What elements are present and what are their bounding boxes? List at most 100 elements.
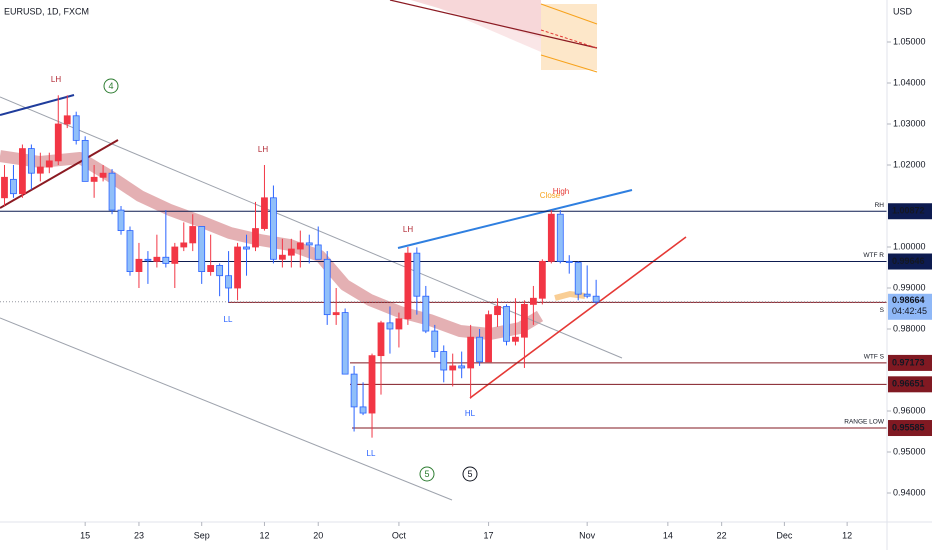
candle-body [386,322,394,330]
candle-body [404,252,412,320]
price-box [888,354,932,371]
price-box [888,203,932,220]
support-name: S [880,307,885,314]
x-tick-label: 15 [80,530,90,540]
candle-body [368,355,376,414]
y-tick-label: 1.00000 [893,241,926,251]
axes: 1.05000 1.04000 1.03000 1.02000 1.00000 0.990… [80,36,932,540]
candle-body [10,178,17,195]
channel-mid [389,0,598,49]
candle-body [314,244,322,260]
levels: RH WTF R WTF S RANGE LOW S [0,202,887,429]
candle-body [45,160,53,168]
trend-line [0,94,75,116]
candle-body [144,258,152,261]
candle-body [449,365,457,371]
last-price-box [888,293,932,320]
annotation: LH [51,75,61,84]
candle-body [529,297,537,305]
level-name: WTF S [864,354,885,361]
candle-body [234,246,241,289]
candle-body [72,115,80,141]
candle-body [54,123,62,162]
candle-body [574,262,582,295]
candle-body [243,246,250,250]
x-tick-label: 22 [717,530,727,540]
candle-body [503,306,510,342]
candle-body [63,115,71,125]
candle-body [126,230,134,272]
candle-body [180,242,188,248]
candle-body [422,295,430,332]
candle-body [458,365,466,369]
wave-circle [419,466,435,482]
trend-line [0,96,623,359]
price-box [888,420,932,437]
ema-ribbon [554,290,586,301]
channel-edge [540,3,598,25]
candle-body [440,351,448,371]
y-tick-label: 1.04000 [893,77,926,87]
wave-circle [462,466,478,482]
trend-line [0,139,119,209]
last-price-label: 0.98664 [892,295,925,305]
price-box [888,253,932,270]
y-tick-label: 0.98000 [893,323,926,333]
annotation: HL [465,409,476,418]
annotation: LL [224,315,233,324]
y-tick-label: 1.03000 [893,118,926,128]
level-name: RH [875,202,885,209]
candle-body [485,314,492,363]
wave-label: 4 [108,81,113,91]
candle-body [538,260,546,299]
x-tick-label: 17 [484,530,494,540]
candle-body [81,139,89,182]
channel-edge [540,54,598,73]
wave-label: 5 [424,469,429,479]
y-tick-label: 0.99000 [893,282,926,292]
candle-body [476,336,483,363]
candle-body [225,275,232,289]
y-tick-label: 0.96000 [893,405,926,415]
candle-body [153,256,161,262]
channel-fill [420,0,541,52]
candle-body [512,336,519,342]
x-tick-label: Oct [392,530,407,540]
candle-body [207,265,215,272]
candle-body [162,256,170,264]
wave-circle [103,78,119,94]
candle-body [323,258,331,316]
candle-body [359,406,367,414]
candle-body [261,197,268,229]
x-tick-label: 20 [313,530,323,540]
candle-body [27,148,35,174]
candle-body [305,242,313,246]
candle-body [413,252,421,297]
y-tick-label: 0.94000 [893,487,926,497]
candle-body [395,318,403,330]
x-tick-label: 23 [134,530,144,540]
candle-body [332,312,340,316]
trend-line [397,189,633,249]
price-box-label: 0.97173 [892,357,925,367]
annotation: LH [403,225,413,234]
candle-body [583,293,591,297]
candle-body [287,248,295,256]
trend-line [0,317,453,501]
candle-body [90,176,98,182]
candle-body [1,176,8,199]
level-name: RANGE LOW [844,419,885,426]
candle-body [467,336,475,369]
candle-body [108,172,116,211]
price-box-label: 1.00872 [892,206,925,216]
candle-body [19,148,26,195]
annotation: High [553,187,569,196]
x-tick-label: Nov [579,530,596,540]
candles [1,95,600,438]
candle-body [171,246,179,264]
candle-body [36,166,44,174]
